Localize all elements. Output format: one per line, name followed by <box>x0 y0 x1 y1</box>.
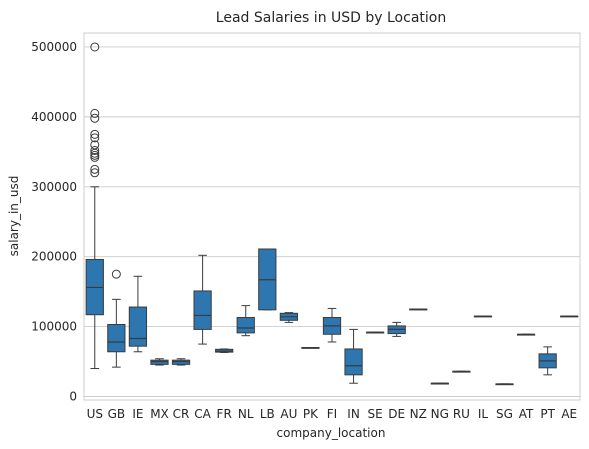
x-tick-label: FR <box>217 407 232 421</box>
box-body <box>236 317 255 334</box>
box-body <box>193 290 212 330</box>
box-at <box>516 333 536 336</box>
box-nl <box>236 305 255 337</box>
outlier-point <box>90 113 100 123</box>
y-tick-label: 100000 <box>31 320 77 334</box>
chart-title: Lead Salaries in USD by Location <box>216 10 446 26</box>
x-tick-label: AU <box>280 407 297 421</box>
x-tick-label: LB <box>260 407 275 421</box>
box-il <box>473 315 493 318</box>
x-tick-labels: US GB IE MX CR CA FR NL LB AU PK FI IN SE DE NZ NG RU IL SG… <box>87 407 578 421</box>
box-body <box>128 306 148 347</box>
box-body <box>171 359 191 365</box>
outlier-point <box>90 148 100 158</box>
box-body <box>344 348 363 376</box>
x-tick-label: NG <box>431 407 449 421</box>
box-ng <box>430 382 449 385</box>
box-body <box>150 359 169 365</box>
plot-border <box>83 32 581 401</box>
x-tick-label: AT <box>519 407 534 421</box>
outlier-point <box>111 269 121 279</box>
outlier-point <box>90 42 100 52</box>
box-in <box>344 328 363 384</box>
grid-lines <box>84 46 580 397</box>
x-tick-label: IN <box>347 407 360 421</box>
x-tick-label: GB <box>108 407 126 421</box>
box-au <box>279 312 298 323</box>
x-tick-label: FI <box>327 407 337 421</box>
box-ca <box>193 254 212 345</box>
y-tick-label: 400000 <box>31 110 77 124</box>
outlier-point <box>90 152 100 162</box>
x-tick-label: CR <box>173 407 190 421</box>
box-ae <box>560 315 579 318</box>
box-gb <box>107 269 126 368</box>
x-tick-label: MX <box>150 407 169 421</box>
x-tick-label: NL <box>238 407 254 421</box>
box-body <box>107 324 126 353</box>
x-tick-label: RU <box>453 407 470 421</box>
x-tick-label: SE <box>368 407 383 421</box>
boxes-group <box>85 42 579 386</box>
box-se <box>366 331 385 334</box>
box-sg <box>495 383 514 386</box>
x-tick-label: CA <box>194 407 211 421</box>
outlier-point <box>90 108 100 118</box>
box-mx <box>150 358 169 366</box>
x-tick-label: PK <box>303 407 319 421</box>
box-lb <box>258 248 277 311</box>
box-ru <box>452 370 471 373</box>
outlier-point <box>90 150 100 160</box>
y-tick-label: 200000 <box>31 250 77 264</box>
x-tick-label: DE <box>388 407 405 421</box>
x-axis-label: company_location <box>277 426 386 440</box>
x-tick-label: SG <box>496 407 513 421</box>
x-tick-label: AE <box>561 407 577 421</box>
y-axis-label: salary_in_usd <box>7 176 21 257</box>
y-tick-label: 300000 <box>31 180 77 194</box>
y-tick-label: 0 <box>69 390 77 404</box>
box-pk <box>301 346 320 349</box>
y-tick-labels: 0 100000 200000 300000 400000 500000 <box>31 40 77 404</box>
x-tick-label: IL <box>478 407 489 421</box>
box-us <box>85 42 104 370</box>
plot-area <box>83 32 581 401</box>
x-tick-label: IE <box>132 407 143 421</box>
y-tick-label: 500000 <box>31 40 77 54</box>
x-tick-label: NZ <box>410 407 427 421</box>
box-nz <box>409 308 428 311</box>
box-cr <box>171 358 191 366</box>
x-tick-label: US <box>87 407 103 421</box>
outlier-point <box>90 168 100 178</box>
outlier-point <box>90 133 100 143</box>
outlier-point <box>90 129 100 139</box>
outlier-point <box>90 145 100 155</box>
x-tick-label: PT <box>540 407 555 421</box>
box-pt <box>538 346 557 376</box>
box-ie <box>128 275 148 353</box>
outlier-point <box>90 164 100 174</box>
box-fi <box>322 307 342 343</box>
box-de <box>387 321 406 337</box>
box-fr <box>215 348 234 353</box>
